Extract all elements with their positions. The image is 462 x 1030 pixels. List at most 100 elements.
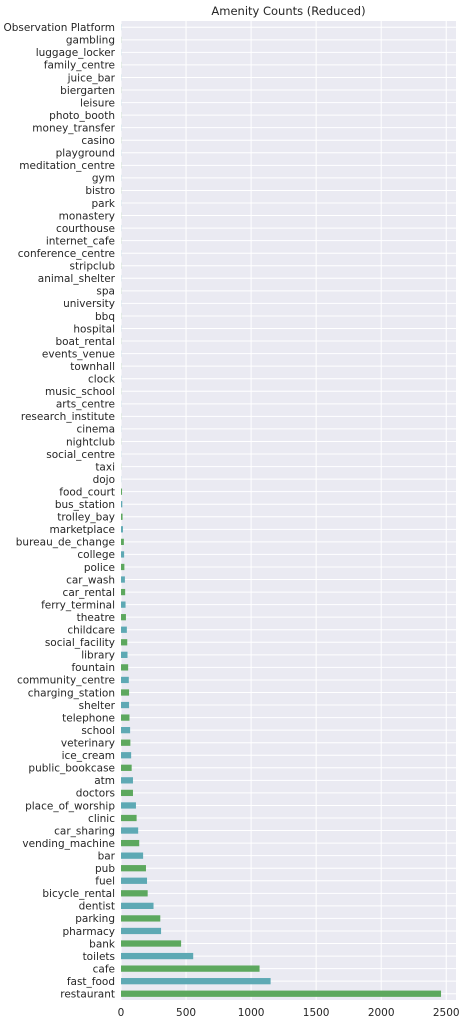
y-tick-label: place_of_worship bbox=[25, 800, 115, 812]
y-tick-label: animal_shelter bbox=[38, 273, 116, 285]
bar-car-wash bbox=[121, 576, 125, 582]
bar-childcare bbox=[121, 627, 127, 633]
y-tick-label: events_venue bbox=[42, 348, 115, 360]
bar-social-facility bbox=[121, 639, 127, 645]
y-tick-label: spa bbox=[96, 286, 115, 298]
y-tick-label: juice_bar bbox=[67, 72, 116, 84]
y-tick-label: photo_booth bbox=[49, 110, 115, 122]
y-tick-label: community_centre bbox=[17, 675, 115, 687]
y-tick-label: school bbox=[81, 725, 115, 737]
y-tick-label: townhall bbox=[70, 361, 115, 373]
bar-fuel bbox=[121, 878, 147, 884]
y-tick-label: gym bbox=[92, 173, 115, 185]
y-tick-label: fuel bbox=[95, 876, 115, 888]
y-tick-label: gambling bbox=[66, 35, 115, 47]
y-tick-label: fast_food bbox=[67, 976, 115, 988]
bar-ferry-terminal bbox=[121, 601, 126, 607]
y-tick-label: ferry_terminal bbox=[41, 599, 115, 611]
y-tick-label: police bbox=[84, 562, 115, 574]
bar-parking bbox=[121, 915, 160, 921]
y-tick-label: stripclub bbox=[70, 261, 116, 273]
bar-theatre bbox=[121, 614, 126, 620]
y-tick-label: nightclub bbox=[66, 436, 115, 448]
y-tick-label: vending_machine bbox=[22, 838, 115, 850]
y-tick-label: clock bbox=[88, 374, 116, 386]
y-tick-label: telephone bbox=[62, 712, 115, 724]
bar-clinic bbox=[121, 815, 137, 821]
bar-doctors bbox=[121, 790, 133, 796]
y-tick-label: public_bookcase bbox=[28, 763, 115, 775]
y-tick-label: luggage_locker bbox=[36, 47, 116, 59]
x-tick-label: 2500 bbox=[433, 1007, 460, 1019]
bar-school bbox=[121, 727, 130, 733]
y-tick-label: food_court bbox=[59, 486, 115, 498]
bar-cafe bbox=[121, 965, 260, 971]
x-tick-label: 1000 bbox=[238, 1007, 265, 1019]
y-tick-label: boat_rental bbox=[55, 336, 115, 348]
y-tick-label: casino bbox=[81, 135, 115, 147]
y-tick-label: trolley_bay bbox=[57, 512, 115, 524]
y-tick-label: marketplace bbox=[49, 524, 115, 536]
y-tick-label: charging_station bbox=[28, 687, 115, 699]
y-tick-label: university bbox=[63, 298, 115, 310]
plot-background bbox=[121, 21, 456, 1000]
y-tick-label: internet_cafe bbox=[46, 235, 115, 247]
bar-charging-station bbox=[121, 689, 129, 695]
y-tick-label: bank bbox=[89, 938, 116, 950]
y-tick-label: dojo bbox=[93, 474, 115, 486]
y-tick-label: conference_centre bbox=[18, 248, 115, 260]
bar-car-rental bbox=[121, 589, 125, 595]
y-tick-label: college bbox=[77, 549, 115, 561]
bar-marketplace bbox=[121, 526, 123, 532]
bar-restaurant bbox=[121, 991, 441, 997]
y-tick-label: biergarten bbox=[60, 85, 115, 97]
y-tick-labels: restaurantfast_foodcafetoiletsbankpharma… bbox=[3, 22, 115, 1000]
y-tick-label: courthouse bbox=[56, 223, 115, 235]
bar-dentist bbox=[121, 903, 154, 909]
y-tick-label: music_school bbox=[45, 386, 115, 398]
y-tick-label: social_facility bbox=[45, 637, 115, 649]
y-tick-label: bar bbox=[98, 850, 116, 862]
y-tick-label: toilets bbox=[83, 951, 115, 963]
x-tick-label: 2000 bbox=[368, 1007, 395, 1019]
y-tick-label: atm bbox=[94, 775, 115, 787]
y-tick-label: meditation_centre bbox=[19, 160, 115, 172]
bar-community-centre bbox=[121, 677, 129, 683]
y-tick-label: bbq bbox=[95, 311, 115, 323]
bar-telephone bbox=[121, 714, 129, 720]
y-tick-label: leisure bbox=[80, 97, 115, 109]
x-tick-label: 500 bbox=[176, 1007, 196, 1019]
y-tick-label: car_rental bbox=[63, 587, 115, 599]
bar-pub bbox=[121, 865, 146, 871]
y-tick-label: taxi bbox=[95, 461, 115, 473]
y-tick-label: library bbox=[81, 650, 115, 662]
bar-fast-food bbox=[121, 978, 271, 984]
y-tick-label: cinema bbox=[77, 424, 115, 436]
y-tick-label: monastery bbox=[59, 210, 115, 222]
y-tick-label: park bbox=[92, 198, 116, 210]
bar-college bbox=[121, 551, 124, 557]
x-tick-label: 1500 bbox=[303, 1007, 330, 1019]
y-tick-label: parking bbox=[75, 913, 115, 925]
bar-shelter bbox=[121, 702, 129, 708]
bar-atm bbox=[121, 777, 133, 783]
bar-bicycle-rental bbox=[121, 890, 148, 896]
y-tick-label: Observation Platform bbox=[3, 22, 115, 34]
y-tick-label: dentist bbox=[79, 901, 115, 913]
x-tick-label: 0 bbox=[118, 1007, 125, 1019]
y-tick-label: ice_cream bbox=[62, 750, 115, 762]
y-tick-label: shelter bbox=[79, 700, 116, 712]
y-tick-label: restaurant bbox=[60, 989, 115, 1001]
y-tick-label: playground bbox=[56, 148, 115, 160]
bar-bank bbox=[121, 940, 181, 946]
y-tick-label: veterinary bbox=[61, 737, 115, 749]
bar-police bbox=[121, 564, 124, 570]
bar-car-sharing bbox=[121, 827, 138, 833]
bar-toilets bbox=[121, 953, 193, 959]
y-tick-label: money_transfer bbox=[32, 122, 115, 134]
bar-food-court bbox=[121, 489, 122, 495]
bar-ice-cream bbox=[121, 752, 131, 758]
bar-bar bbox=[121, 853, 143, 859]
y-tick-label: pub bbox=[95, 863, 115, 875]
